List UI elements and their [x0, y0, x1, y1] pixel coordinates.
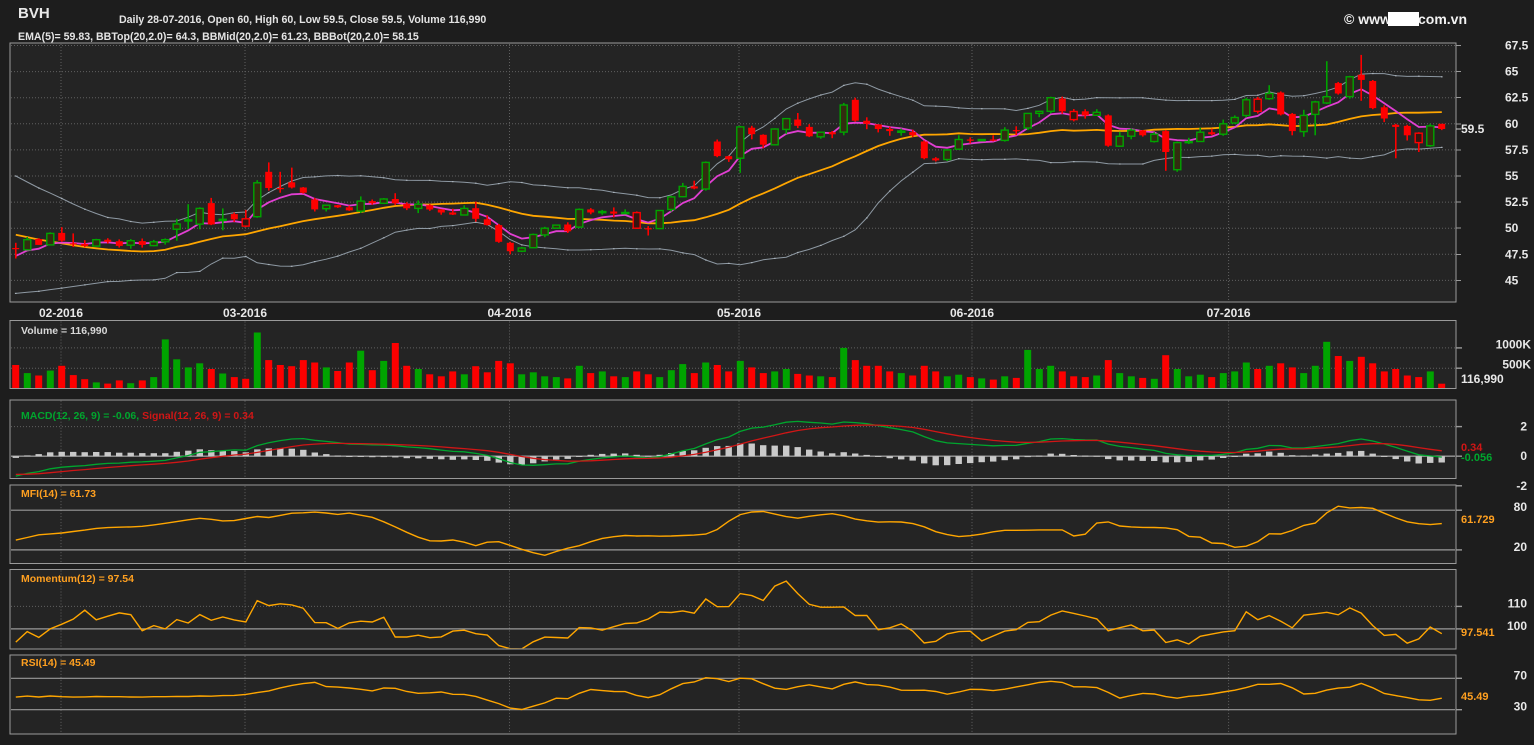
svg-text:Volume = 116,990: Volume = 116,990	[21, 325, 108, 337]
svg-text:06-2016: 06-2016	[950, 306, 994, 320]
svg-text:03-2016: 03-2016	[223, 306, 267, 320]
svg-text:116,990: 116,990	[1461, 372, 1504, 386]
svg-text:59.5: 59.5	[1461, 122, 1485, 136]
svg-text:50: 50	[1505, 221, 1519, 235]
svg-text:1000K: 1000K	[1496, 337, 1532, 351]
svg-text:-0.056: -0.056	[1461, 452, 1492, 464]
svg-text:500K: 500K	[1502, 358, 1531, 372]
svg-text:02-2016: 02-2016	[39, 306, 83, 320]
svg-text:04-2016: 04-2016	[487, 306, 531, 320]
svg-text:67.5: 67.5	[1505, 39, 1529, 53]
svg-text:30: 30	[1514, 700, 1528, 714]
svg-text:EMA(5)= 59.83, BBTop(20,2.0)=: EMA(5)= 59.83, BBTop(20,2.0)= 64.3, BBMi…	[18, 31, 419, 43]
svg-text:20: 20	[1514, 540, 1528, 554]
svg-text:RSI(14) = 45.49: RSI(14) = 45.49	[21, 657, 96, 669]
svg-text:Daily 28-07-2016, Open 60, Hig: Daily 28-07-2016, Open 60, High 60, Low …	[119, 14, 486, 26]
svg-text:0: 0	[1520, 449, 1527, 463]
svg-text:57.5: 57.5	[1505, 143, 1529, 157]
svg-text:110: 110	[1508, 596, 1528, 610]
svg-text:05-2016: 05-2016	[717, 306, 761, 320]
svg-text:com.vn: com.vn	[1418, 11, 1467, 27]
svg-text:80: 80	[1514, 500, 1528, 514]
svg-text:61.729: 61.729	[1461, 514, 1495, 526]
svg-text:70: 70	[1514, 668, 1528, 682]
svg-text:2: 2	[1520, 420, 1527, 434]
svg-text:97.541: 97.541	[1461, 627, 1495, 639]
svg-text:60: 60	[1505, 117, 1519, 131]
svg-text:MACD(12, 26, 9) = -0.06, Signa: MACD(12, 26, 9) = -0.06, Signal(12, 26, …	[21, 410, 254, 422]
svg-text:0.34: 0.34	[1461, 442, 1483, 454]
svg-text:45.49: 45.49	[1461, 691, 1489, 703]
svg-text:© www: © www	[1344, 11, 1391, 27]
svg-text:47.5: 47.5	[1505, 247, 1529, 261]
svg-text:55: 55	[1505, 169, 1519, 183]
svg-text:Momentum(12) = 97.54: Momentum(12) = 97.54	[21, 573, 134, 585]
svg-text:MFI(14) = 61.73: MFI(14) = 61.73	[21, 488, 96, 500]
svg-text:07-2016: 07-2016	[1207, 306, 1251, 320]
svg-text:100: 100	[1507, 619, 1527, 633]
svg-text:62.5: 62.5	[1505, 91, 1529, 105]
svg-text:52.5: 52.5	[1505, 195, 1529, 209]
svg-text:45: 45	[1505, 273, 1519, 287]
svg-text:-2: -2	[1516, 479, 1527, 493]
svg-text:BVH: BVH	[18, 5, 50, 22]
svg-text:65: 65	[1505, 65, 1519, 79]
